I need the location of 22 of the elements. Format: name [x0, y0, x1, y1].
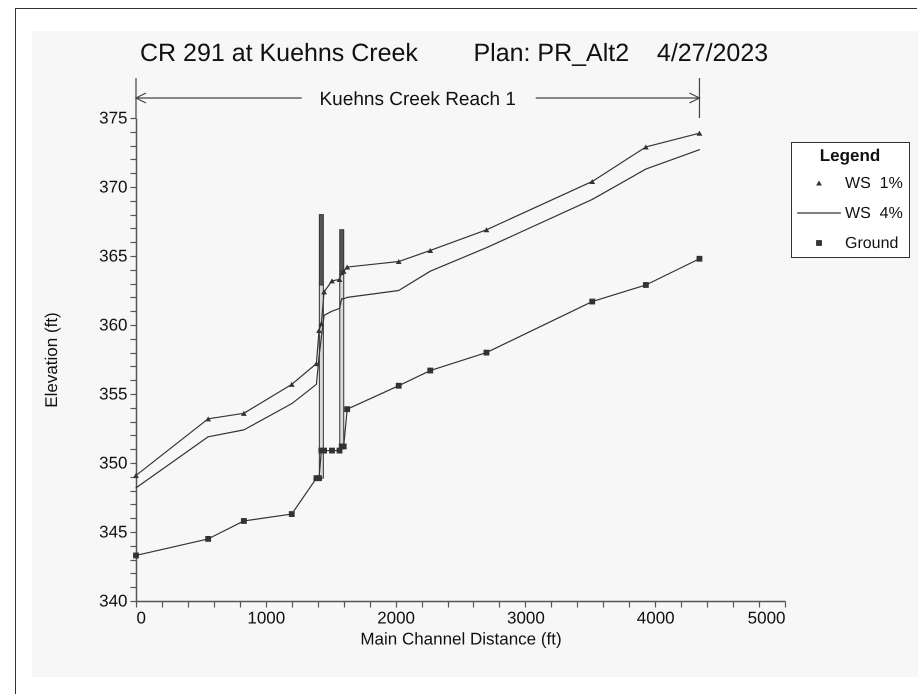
legend-label: WS 1% — [845, 175, 903, 192]
x-axis-title: Main Channel Distance (ft) — [360, 630, 562, 648]
text: Kuehns Creek Reach 1 — [320, 89, 516, 110]
x-tick-label: 3000 — [506, 608, 545, 628]
y-tick-label: 370 — [99, 178, 128, 196]
x-tick-label: 0 — [136, 608, 146, 628]
y-tick-label: 360 — [99, 316, 128, 334]
y-tick-label: 345 — [99, 522, 128, 542]
legend-label: WS 4% — [845, 205, 903, 222]
y-tick-label: 340 — [99, 592, 128, 610]
chart-title: CR 291 at Kuehns Creek Plan: PR_Alt2 4/27/2023 — [140, 39, 768, 67]
x-tick-label: 1000 — [247, 608, 286, 628]
y-tick-label: 350 — [99, 454, 128, 472]
y-tick-label: 375 — [99, 108, 128, 128]
x-tick-label: 5000 — [748, 608, 786, 628]
y-tick-label: 355 — [99, 384, 128, 404]
x-tick-label: 4000 — [636, 608, 675, 628]
legend-title: Legend — [820, 146, 880, 165]
y-axis-title: Elevation (ft) — [42, 312, 62, 408]
y-tick-label: 365 — [99, 246, 128, 266]
x-tick-label: 2000 — [377, 608, 416, 628]
legend-label: Ground — [845, 235, 898, 252]
